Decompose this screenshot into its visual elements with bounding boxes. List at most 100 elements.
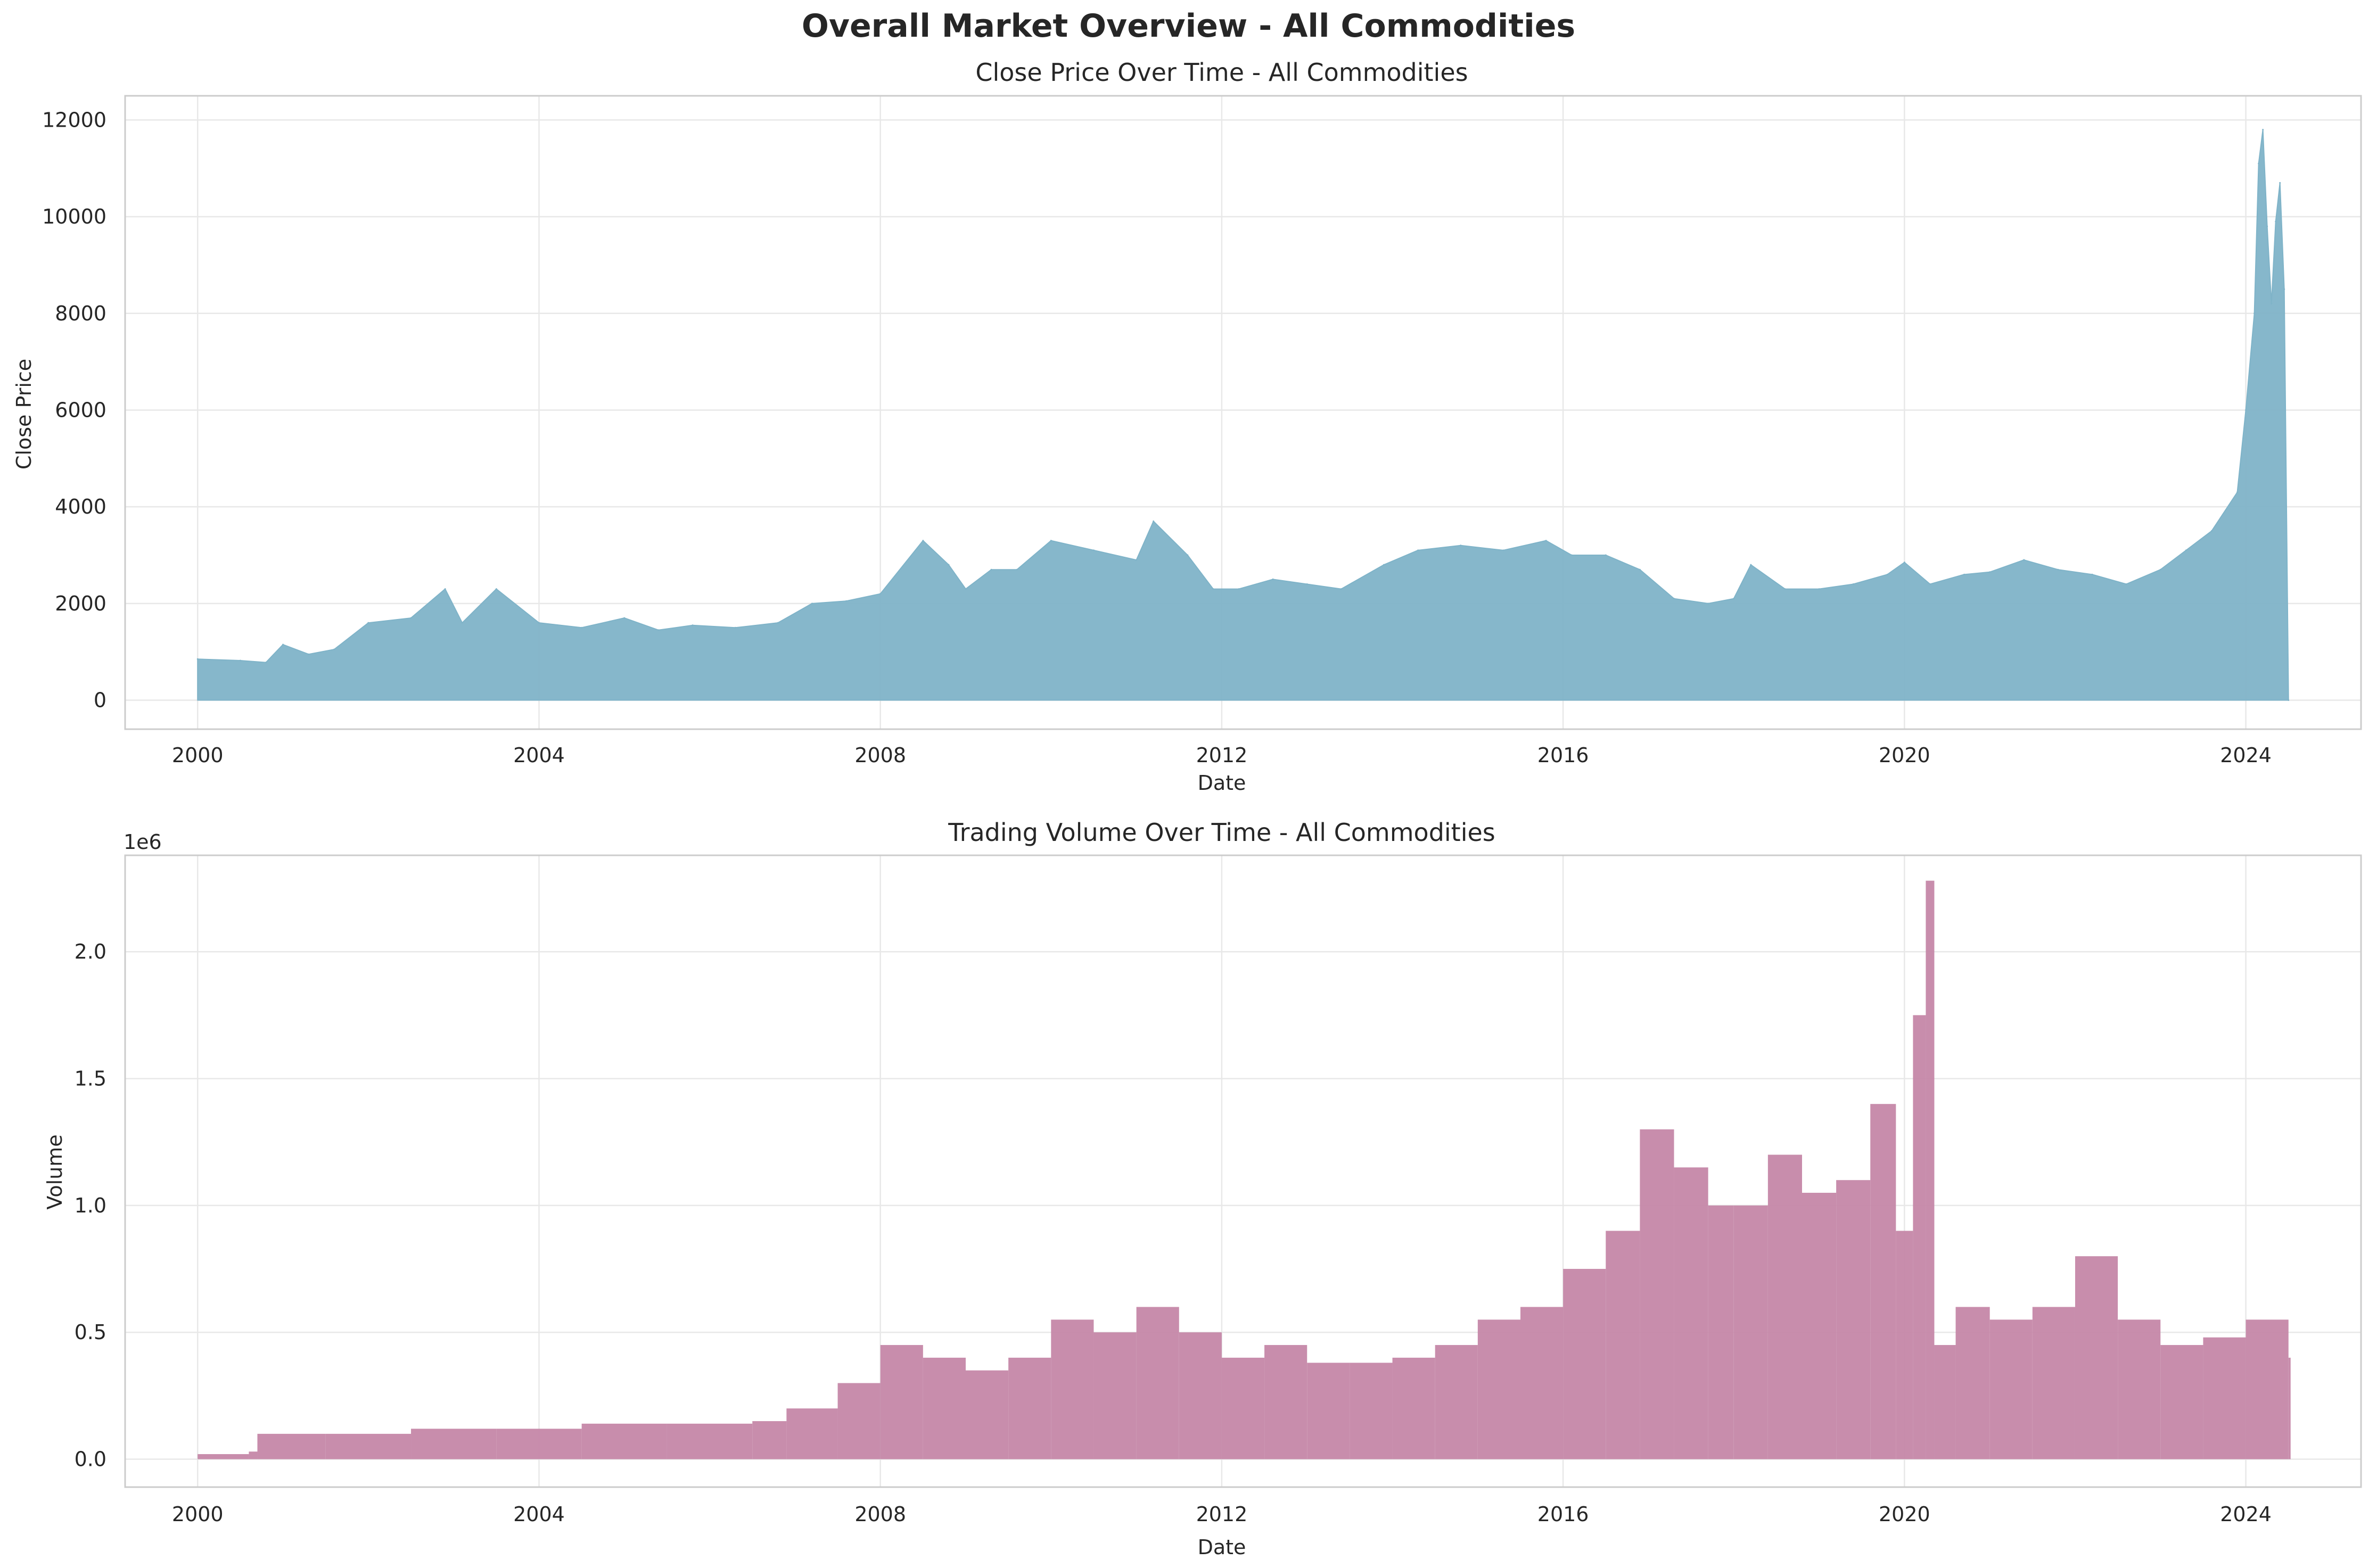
close-price-point [1050, 540, 1052, 542]
volume-bar [1435, 1345, 1478, 1459]
close-price-point [879, 593, 882, 595]
volume-plot-frame [124, 854, 2362, 1488]
figure-suptitle: Overall Market Overview - All Commoditie… [801, 7, 1576, 45]
close-price-point [581, 626, 583, 629]
close-price-point [2283, 288, 2285, 290]
close-price-point [1929, 583, 1931, 585]
close-price-point [1784, 588, 1786, 590]
close-price-point [2245, 409, 2247, 411]
close-price-point [1639, 568, 1641, 571]
volume-bar [2203, 1337, 2246, 1459]
close-price-point [1570, 554, 1573, 556]
close-price-point [444, 588, 446, 590]
y-tick-label: 0 [94, 688, 106, 712]
close-price-point [948, 564, 950, 566]
volume-chart: Trading Volume Over Time - All Commoditi… [43, 818, 2362, 1559]
close-price-area [197, 129, 2289, 701]
volume-bar [1307, 1363, 1350, 1459]
volume-bar [1934, 1345, 1956, 1459]
close-price-point [1605, 554, 1607, 556]
close-price-chart-xlabel: Date [1198, 771, 1246, 795]
close-price-point [239, 659, 241, 662]
volume-bar [1708, 1205, 1734, 1459]
x-tick-label: 2000 [172, 744, 224, 767]
volume-bar [1136, 1307, 1179, 1459]
close-price-point [538, 622, 540, 624]
x-tick-label: 2024 [2220, 744, 2272, 767]
x-tick-label: 2020 [1879, 744, 1930, 767]
volume-bar [880, 1345, 923, 1459]
volume-bar [1989, 1319, 2033, 1459]
volume-bar [837, 1383, 881, 1459]
close-price-point [2266, 225, 2268, 227]
close-price-point [811, 603, 813, 605]
volume-bar [1674, 1167, 1708, 1459]
volume-bar [1350, 1363, 1393, 1459]
volume-bar [1870, 1104, 1896, 1459]
volume-bar [1264, 1345, 1307, 1459]
close-price-point [265, 662, 267, 664]
x-tick-label: 2020 [1879, 1503, 1930, 1526]
close-price-point [410, 617, 412, 619]
volume-bar [1640, 1129, 1674, 1459]
x-tick-label: 2016 [1537, 744, 1589, 767]
volume-bar [198, 1454, 249, 1459]
close-price-point [1016, 568, 1018, 571]
x-tick-label: 2000 [172, 1503, 224, 1526]
close-price-point [623, 617, 626, 619]
volume-bar [923, 1357, 966, 1459]
close-price-point [965, 588, 967, 590]
volume-bar [2075, 1256, 2118, 1459]
close-price-point [922, 540, 924, 542]
y-tick-label: 2.0 [75, 940, 106, 963]
volume-bar [2118, 1319, 2161, 1459]
close-price-point [2271, 303, 2273, 305]
y-tick-label: 1.5 [75, 1067, 106, 1091]
close-price-point [461, 622, 463, 624]
volume-bar [325, 1433, 412, 1459]
volume-bar [966, 1370, 1009, 1459]
x-tick-label: 2024 [2220, 1503, 2272, 1526]
volume-bar [1179, 1332, 1222, 1459]
volume-bar [2246, 1319, 2289, 1459]
volume-bar [581, 1423, 667, 1459]
close-price-point [2159, 568, 2161, 571]
volume-bar [1733, 1205, 1768, 1459]
close-price-point [1306, 583, 1308, 585]
volume-bar [1392, 1357, 1435, 1459]
volume-chart-title: Trading Volume Over Time - All Commoditi… [948, 818, 1495, 847]
close-price-point [196, 658, 199, 660]
x-tick-label: 2012 [1196, 1503, 1248, 1526]
close-price-point [2262, 129, 2264, 131]
volume-bar [496, 1429, 582, 1459]
close-price-point [282, 643, 284, 646]
close-price-point [1238, 588, 1240, 590]
volume-bar [786, 1408, 838, 1459]
close-price-point [1733, 598, 1735, 600]
volume-bar [2288, 1357, 2291, 1459]
close-price-point [2236, 491, 2239, 493]
close-price-point [495, 588, 497, 590]
close-price-point [1136, 559, 1138, 561]
volume-bar [1926, 880, 1935, 1459]
close-price-point [1272, 578, 1274, 580]
close-price-point [2275, 220, 2277, 222]
close-price-point [1153, 520, 1155, 522]
volume-chart-ylabel: Volume [43, 1134, 67, 1209]
close-price-point [1092, 549, 1095, 551]
close-price-point [777, 622, 779, 624]
y-tick-label: 12000 [42, 108, 106, 131]
close-price-point [1673, 598, 1675, 600]
volume-bar [249, 1451, 258, 1459]
close-price-point [1502, 549, 1504, 551]
y-tick-label: 0.5 [75, 1321, 106, 1344]
close-price-point [2210, 530, 2212, 532]
close-price-point [1417, 549, 1419, 551]
close-price-point [2091, 573, 2093, 575]
close-price-point [1707, 603, 1709, 605]
volume-bar [2032, 1307, 2075, 1459]
close-price-point [2125, 583, 2127, 585]
y-tick-label: 4000 [55, 495, 106, 518]
volume-bar [1802, 1193, 1837, 1459]
